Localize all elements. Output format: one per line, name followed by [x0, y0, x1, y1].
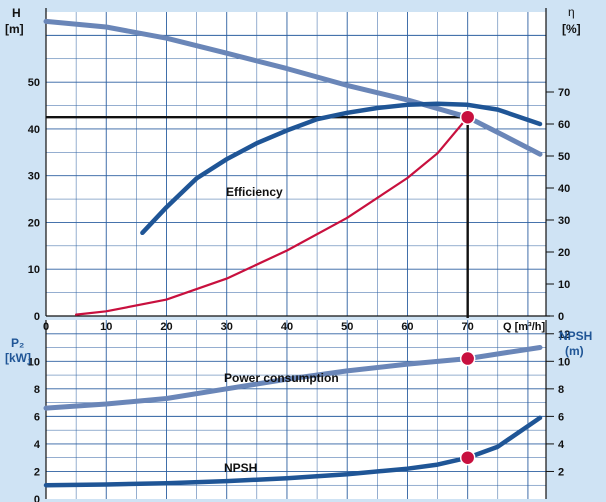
npsh-tick-label: 6 [558, 411, 564, 423]
axis-labels: H [m] η [%] Q [m³/h] P₂ [kW] NPSH (m) Ef… [5, 5, 592, 475]
efficiency-tick-label: 70 [558, 87, 570, 99]
head-axis-unit: [m] [5, 22, 24, 36]
flow-tick-label: 30 [221, 321, 233, 333]
power-tick-label: 0 [34, 494, 40, 502]
flow-tick-label: 10 [100, 321, 112, 333]
npsh-axis-title: NPSH [559, 329, 592, 343]
head-tick-label: 30 [28, 171, 40, 183]
head-curve [43, 18, 543, 157]
npsh-curve [43, 415, 543, 488]
power-axis-title: P₂ [11, 336, 24, 350]
system-curve [75, 116, 469, 316]
efficiency-tick-label: 60 [558, 119, 570, 131]
power-tick-label: 8 [34, 384, 40, 396]
npsh-axis-unit: (m) [565, 344, 584, 358]
lower-plot-area [46, 320, 546, 499]
power-tick-label: 2 [34, 466, 40, 478]
npsh-tick-label: 10 [558, 356, 570, 368]
curves [43, 18, 543, 488]
efficiency-curve [140, 101, 543, 236]
operating-point-marker [459, 350, 476, 367]
power-curve-label: Power consumption [224, 371, 339, 385]
power-tick-label: 10 [28, 356, 40, 368]
efficiency-curve-label: Efficiency [226, 185, 283, 199]
flow-tick-label: 0 [43, 321, 49, 333]
npsh-tick-label: 2 [558, 466, 564, 478]
head-tick-label: 20 [28, 217, 40, 229]
duty-point-marker [459, 109, 476, 125]
efficiency-tick-label: 10 [558, 279, 570, 291]
efficiency-tick-label: 0 [558, 311, 564, 323]
upper-plot-area [46, 12, 546, 316]
flow-tick-label: 20 [160, 321, 172, 333]
flow-tick-label: 60 [401, 321, 413, 333]
npsh-tick-label: 8 [558, 384, 564, 396]
flow-tick-label: 40 [281, 321, 293, 333]
npsh-tick-label: 4 [558, 439, 565, 451]
power-consumption-curve [43, 345, 543, 411]
efficiency-tick-label: 30 [558, 215, 570, 227]
head-axis-title: H [12, 6, 21, 20]
efficiency-axis-title: η [568, 5, 575, 19]
efficiency-axis-unit: [%] [562, 22, 581, 36]
head-tick-label: 10 [28, 264, 40, 276]
axes [45, 8, 554, 499]
power-axis-unit: [kW] [5, 351, 31, 365]
flow-tick-label: 70 [462, 321, 474, 333]
efficiency-tick-label: 20 [558, 247, 570, 259]
npsh-tick-label: 12 [558, 329, 570, 341]
head-tick-label: 50 [28, 77, 40, 89]
flow-tick-label: 50 [341, 321, 353, 333]
flow-axis-label: Q [m³/h] [503, 321, 545, 333]
npsh-curve-label: NPSH [224, 461, 257, 475]
head-tick-label: 40 [28, 124, 40, 136]
power-tick-label: 6 [34, 411, 40, 423]
efficiency-tick-label: 50 [558, 151, 570, 163]
efficiency-tick-label: 40 [558, 183, 570, 195]
head-tick-label: 0 [34, 311, 40, 323]
grid-lines [46, 12, 546, 499]
operating-point-marker [459, 449, 476, 466]
power-tick-label: 4 [34, 439, 41, 451]
tick-labels: 0 10 20 30 40 50 60 700102030405001020304050607… [28, 77, 571, 502]
